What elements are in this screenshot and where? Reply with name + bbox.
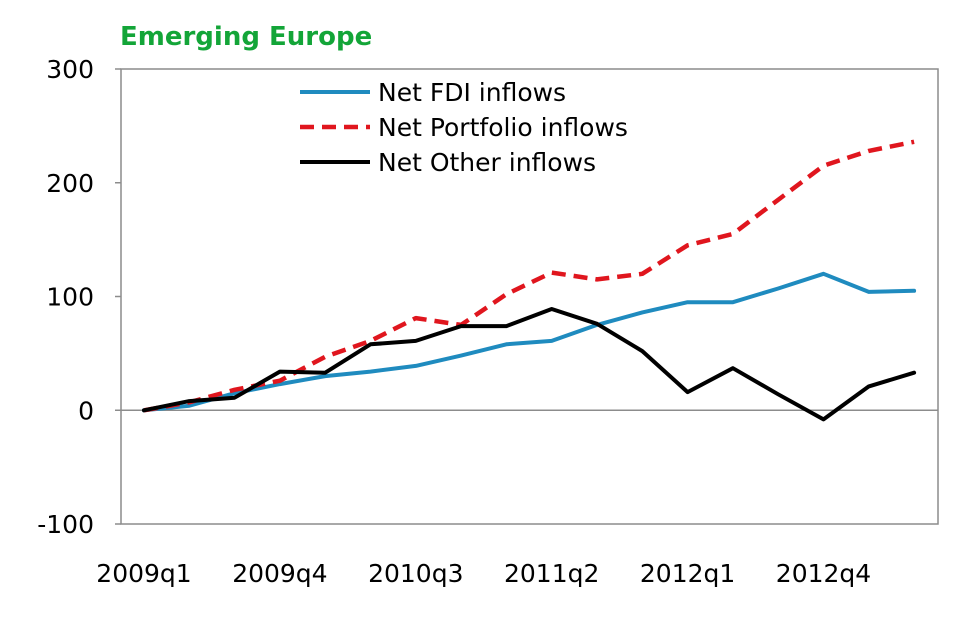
legend-label: Net FDI inflows [378, 78, 566, 107]
x-tick-label: 2012q4 [776, 559, 871, 588]
chart-title: Emerging Europe [120, 22, 372, 52]
legend-label: Net Portfolio inflows [378, 113, 628, 142]
y-tick-label: 100 [46, 283, 94, 312]
y-tick-label: 300 [46, 55, 94, 84]
x-tick-label: 2012q1 [640, 559, 735, 588]
x-tick-label: 2009q4 [232, 559, 327, 588]
x-tick-label: 2010q3 [368, 559, 463, 588]
y-tick-label: 0 [78, 396, 94, 425]
series-line-1 [142, 271, 917, 413]
y-tick-label: -100 [37, 510, 94, 539]
y-tick-label: 200 [46, 169, 94, 198]
x-tick-label: 2009q1 [96, 559, 191, 588]
x-tick-label: 2011q2 [504, 559, 599, 588]
series-line-2 [143, 139, 915, 413]
legend-label: Net Other inflows [378, 148, 596, 177]
series-line-3 [142, 307, 917, 422]
